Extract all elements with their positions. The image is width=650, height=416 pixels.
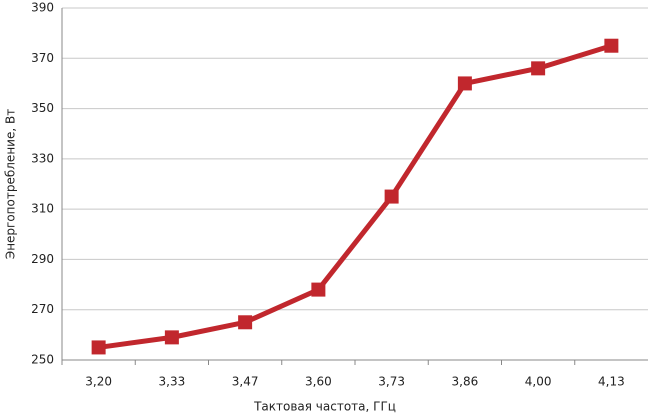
- x-tick-label: 3,33: [159, 375, 186, 389]
- x-tick-label: 3,60: [305, 375, 332, 389]
- y-tick-label: 310: [31, 202, 54, 216]
- y-tick-label: 270: [31, 302, 54, 316]
- x-tick-label: 3,47: [232, 375, 259, 389]
- marker: [238, 315, 253, 330]
- marker: [164, 330, 179, 345]
- y-tick-label: 250: [31, 353, 54, 367]
- x-tick-label: 4,13: [598, 375, 625, 389]
- x-axis-title: Тактовая частота, ГГц: [253, 400, 396, 414]
- y-tick-label: 290: [31, 252, 54, 266]
- marker: [311, 282, 326, 297]
- marker: [457, 76, 472, 91]
- marker: [91, 340, 106, 355]
- y-tick-label: 350: [31, 101, 54, 115]
- y-tick-label: 330: [31, 151, 54, 165]
- y-axis-title: Энергопотребление, Вт: [4, 109, 18, 259]
- x-tick-label: 4,00: [525, 375, 552, 389]
- y-tick-label: 390: [31, 1, 54, 15]
- y-tick-label: 370: [31, 51, 54, 65]
- x-tick-label: 3,20: [85, 375, 112, 389]
- x-tick-label: 3,86: [452, 375, 479, 389]
- marker: [384, 189, 399, 204]
- line: [98, 43, 613, 350]
- marker: [531, 61, 546, 76]
- x-tick-label: 3,73: [378, 375, 405, 389]
- marker: [604, 38, 619, 53]
